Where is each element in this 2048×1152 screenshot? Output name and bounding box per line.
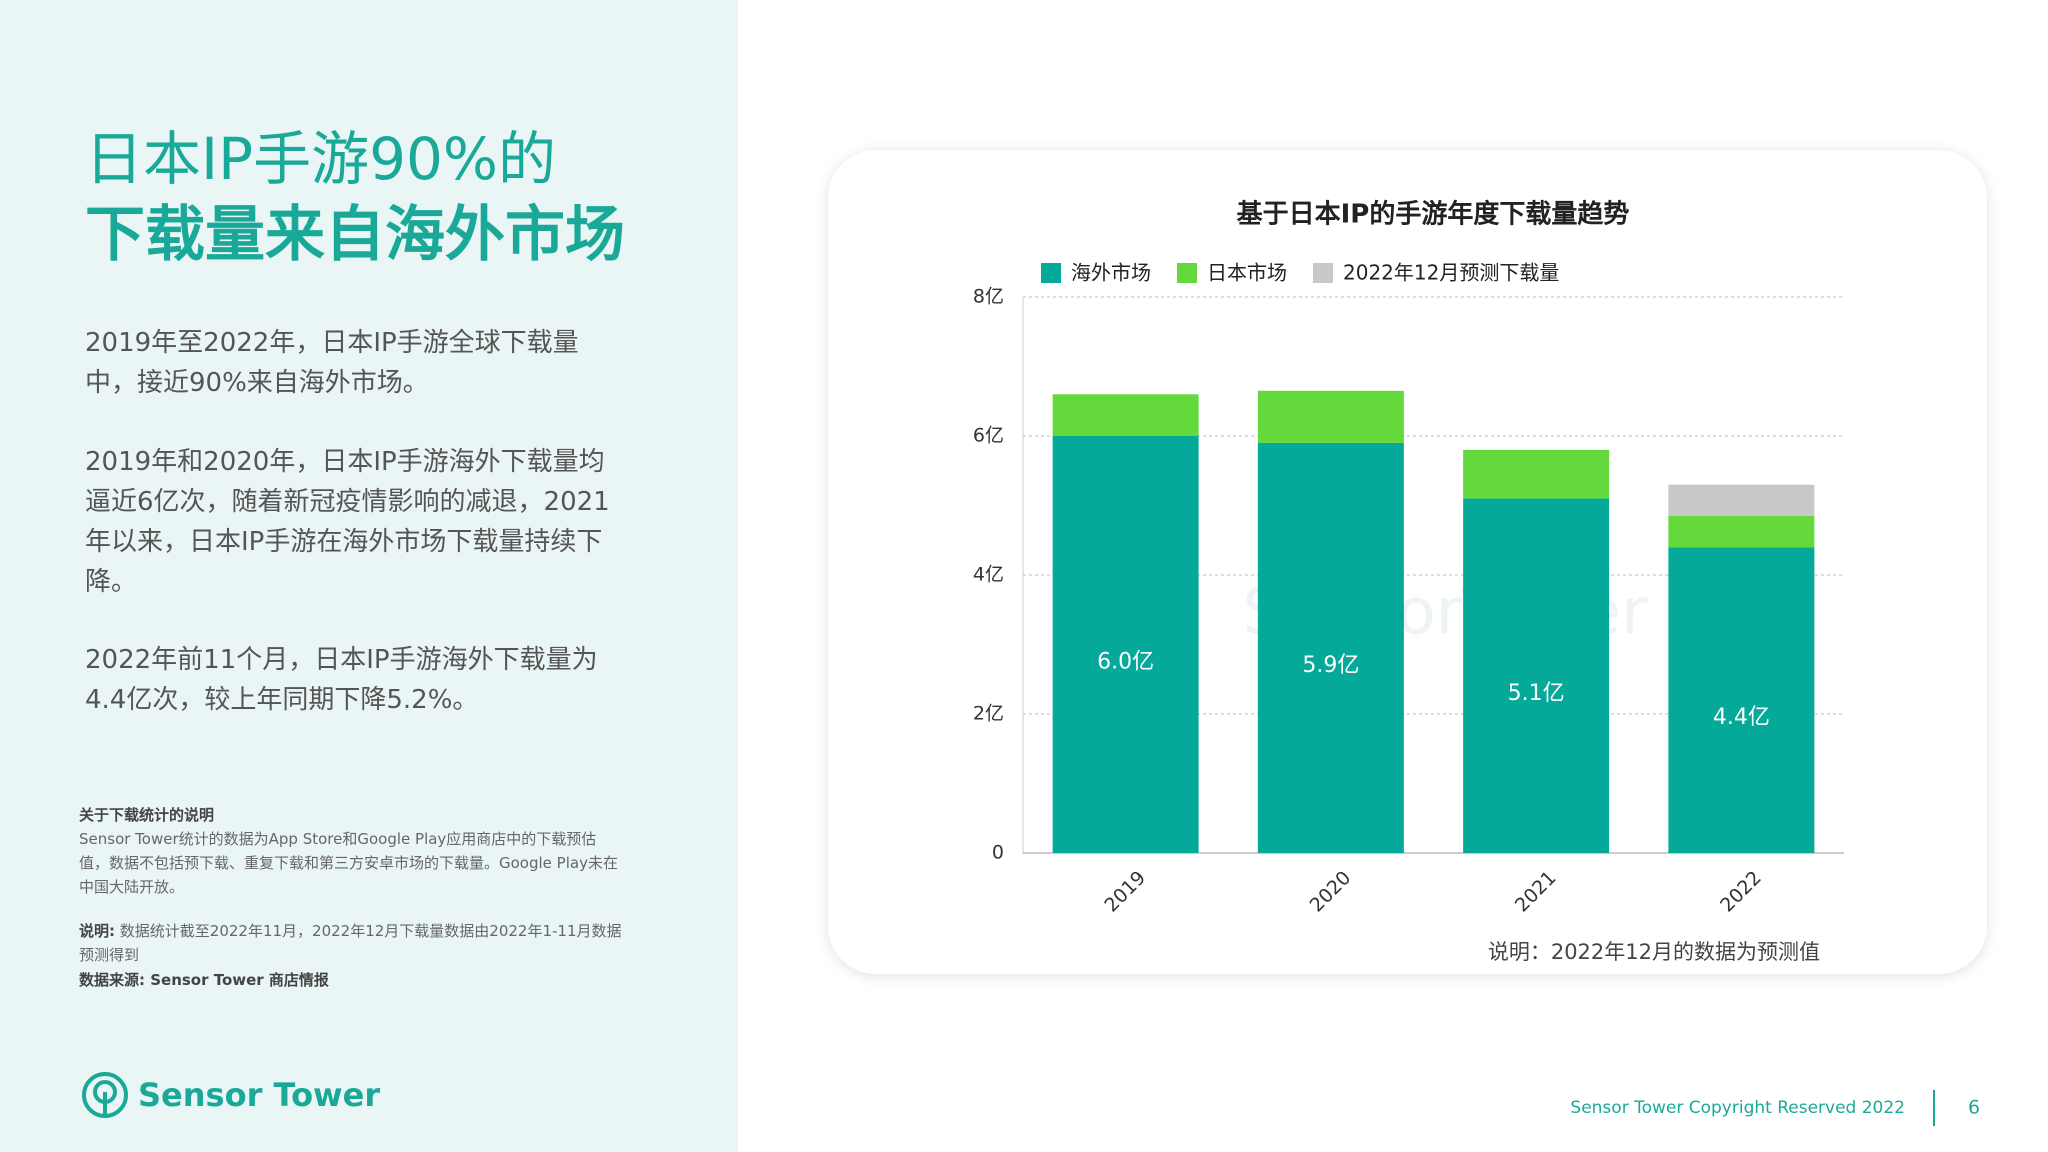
legend-label: 日本市场 (1207, 261, 1287, 285)
note-source: 数据来源: Sensor Tower 商店情报 (79, 971, 329, 989)
copyright: Sensor Tower Copyright Reserved 2022 (1570, 1098, 1905, 1118)
logo-text: Sensor Tower (138, 1076, 381, 1114)
paragraph: 2019年和2020年，日本IP手游海外下载量均逼近6亿次，随着新冠疫情影响的减… (85, 447, 610, 597)
legend-label: 海外市场 (1071, 261, 1151, 285)
y-tick-label: 6亿 (973, 425, 1004, 447)
chart-title: 基于日本IP的手游年度下载量趋势 (1237, 199, 1630, 230)
bar-segment (1668, 515, 1815, 548)
x-tick-label: 2021 (1511, 867, 1561, 917)
y-tick-label: 0 (992, 842, 1004, 864)
y-tick-label: 4亿 (973, 564, 1004, 586)
title-line: 下载量来自海外市场 (85, 200, 625, 270)
page-number: 6 (1968, 1097, 1980, 1119)
bar-segment (1052, 394, 1199, 436)
data-label: 4.4亿 (1713, 705, 1770, 730)
remark-text: 数据统计截至2022年11月，2022年12月下载量数据由2022年1-11月数… (79, 922, 622, 964)
legend-swatch (1041, 263, 1061, 283)
data-label: 6.0亿 (1097, 650, 1154, 675)
legend-label: 2022年12月预测下载量 (1343, 261, 1559, 285)
bar-segment (1052, 436, 1199, 853)
logo-icon (82, 1072, 128, 1118)
note-heading: 关于下载统计的说明 (79, 806, 215, 824)
note-remark: 说明: 数据统计截至2022年11月，2022年12月下载量数据由2022年1-… (79, 919, 624, 967)
chart-note: 说明：2022年12月的数据为预测值 (1488, 940, 1820, 964)
x-tick-label: 2019 (1100, 867, 1150, 917)
title-line: 日本IP手游90%的 (85, 125, 556, 193)
bar-segment (1257, 390, 1404, 443)
note-body: Sensor Tower统计的数据为App Store和Google Play应… (79, 830, 618, 896)
y-tick-label: 8亿 (973, 286, 1004, 308)
data-label: 5.9亿 (1302, 653, 1359, 678)
x-tick-label: 2020 (1306, 867, 1356, 917)
bar-segment (1463, 498, 1610, 853)
bar-segment (1463, 449, 1610, 499)
legend-swatch (1313, 263, 1333, 283)
data-label: 5.1亿 (1508, 681, 1565, 706)
legend-swatch (1177, 263, 1197, 283)
bar-segment (1257, 442, 1404, 853)
bar-segment (1668, 484, 1815, 516)
y-tick-label: 2亿 (973, 703, 1004, 725)
side-panel: 日本IP手游90%的 下载量来自海外市场 2019年至2022年，日本IP手游全… (0, 0, 738, 1152)
bar-segment (1668, 547, 1815, 853)
paragraph: 2022年前11个月，日本IP手游海外下载量为4.4亿次，较上年同期下降5.2%… (85, 645, 598, 715)
x-tick-label: 2022 (1716, 867, 1766, 917)
remark-label: 说明: (79, 922, 115, 940)
paragraph: 2019年至2022年，日本IP手游全球下载量中，接近90%来自海外市场。 (85, 328, 579, 398)
